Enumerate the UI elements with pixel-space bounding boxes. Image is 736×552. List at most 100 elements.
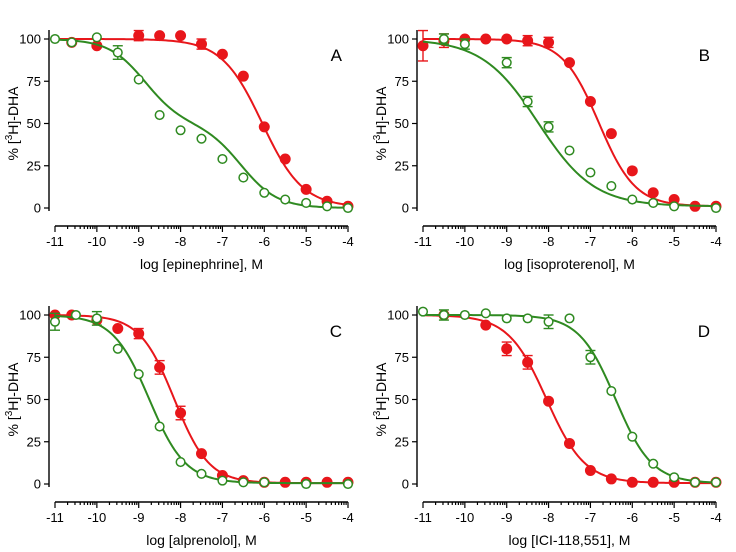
- x-tick-label: -6: [627, 510, 639, 525]
- data-point-green: [196, 133, 207, 144]
- data-point-red: [237, 70, 249, 82]
- data-point-red: [300, 183, 312, 195]
- y-tick-label: 0: [402, 477, 409, 492]
- chart-svg: 0 25 50 75 100 -11 -10 -9 -8 -7 -6 -5 -4 log [epineph…: [4, 29, 354, 272]
- data-point-green: [669, 201, 680, 212]
- x-tick-label: -8: [543, 234, 555, 249]
- y-tick-label: 100: [387, 32, 409, 47]
- y-tick-label: 50: [395, 392, 409, 407]
- y-tick-label: 75: [27, 74, 41, 89]
- data-point-green: [501, 313, 512, 324]
- fit-curve-red: [422, 314, 716, 485]
- data-point-green: [627, 431, 638, 442]
- y-axis-title-post: H]-DHA: [373, 362, 389, 411]
- data-point-green: [627, 194, 638, 205]
- series-green: [422, 33, 722, 214]
- data-point-green: [259, 477, 270, 488]
- data-point-red: [196, 38, 207, 50]
- data-point-red: [564, 57, 575, 69]
- data-point-red: [584, 464, 596, 476]
- series-red: [422, 309, 722, 488]
- x-tick-label: -9: [133, 234, 145, 249]
- data-point-green: [585, 352, 596, 363]
- x-tick-label: -7: [217, 234, 229, 249]
- data-point-red: [279, 153, 291, 165]
- y-tick-label: 50: [27, 116, 41, 131]
- y-tick-label: 100: [19, 32, 41, 47]
- y-tick-label: 100: [387, 308, 409, 323]
- panel-d: 0 25 50 75 100 -11 -10 -9 -8 -7 -6 -5 -4 log [ICI-118…: [368, 276, 736, 552]
- x-tick-label: -5: [300, 234, 312, 249]
- x-tick-label: -4: [342, 510, 354, 525]
- data-point-green: [154, 110, 165, 121]
- data-point-green: [438, 33, 449, 45]
- x-tick-label: -8: [175, 510, 187, 525]
- y-tick-label: 25: [395, 434, 409, 449]
- fit-curve-red: [55, 38, 349, 206]
- data-point-green: [91, 313, 102, 324]
- data-point-green: [280, 194, 291, 205]
- x-tick-label: -6: [259, 510, 271, 525]
- data-point-red: [480, 33, 492, 45]
- y-tick-label: 0: [34, 477, 41, 492]
- data-point-green: [217, 475, 228, 486]
- data-point-green: [49, 33, 61, 45]
- data-point-green: [606, 180, 617, 192]
- x-tick-label: -4: [342, 234, 354, 249]
- y-tick-label: 50: [395, 116, 409, 131]
- panel-c: 0 25 50 75 100 -11 -10 -9 -8 -7 -6 -5 -4 log [alpreno…: [0, 276, 368, 552]
- y-axis-title: % [3H]-DHA: [4, 86, 21, 161]
- data-point-red: [417, 40, 429, 52]
- y-axis-title-sup: 3: [4, 134, 15, 140]
- data-point-green: [49, 316, 61, 327]
- panel-a: 0 25 50 75 100 -11 -10 -9 -8 -7 -6 -5 -4 log [epineph…: [0, 0, 368, 276]
- data-point-green: [501, 57, 512, 68]
- data-point-green: [417, 306, 429, 317]
- data-point-green: [238, 172, 249, 183]
- data-point-red: [154, 30, 166, 42]
- data-point-red: [154, 361, 166, 373]
- y-axis-title-pre: % [: [373, 140, 389, 160]
- fit-curve-green: [422, 40, 717, 208]
- data-point-red: [216, 48, 228, 60]
- y-axis-title-pre: % [: [5, 416, 21, 436]
- series-green: [417, 306, 722, 488]
- y-tick-label: 0: [34, 201, 41, 216]
- series-green: [49, 32, 354, 214]
- data-point-green: [112, 47, 123, 58]
- y-axis-title-pre: % [: [5, 140, 21, 160]
- data-point-red: [501, 343, 513, 355]
- y-tick-label: 50: [27, 392, 41, 407]
- data-point-green: [91, 32, 102, 43]
- data-point-green: [133, 74, 144, 85]
- y-axis-title-sup: 3: [4, 410, 15, 416]
- x-tick-label: -6: [259, 234, 271, 249]
- data-point-red: [564, 437, 575, 449]
- data-point-red: [522, 35, 534, 47]
- data-point-red: [501, 33, 513, 45]
- x-tick-label: -5: [300, 510, 312, 525]
- chart-svg: 0 25 50 75 100 -11 -10 -9 -8 -7 -6 -5 -4 log [isoprot…: [372, 29, 722, 272]
- data-point-green: [648, 197, 659, 208]
- data-point-green: [710, 477, 722, 488]
- x-axis-title: log [isoproterenol], M: [504, 256, 635, 272]
- data-point-green: [238, 477, 249, 488]
- x-tick-label: -7: [217, 510, 229, 525]
- data-point-green: [690, 477, 701, 488]
- y-tick-label: 25: [395, 158, 409, 173]
- data-point-green: [133, 369, 144, 380]
- y-axis-title: % [3H]-DHA: [372, 86, 389, 161]
- x-tick-label: -4: [710, 510, 722, 525]
- data-point-green: [66, 37, 77, 48]
- y-axis-title-sup: 3: [372, 134, 383, 140]
- data-point-green: [112, 343, 123, 354]
- panel-b: 0 25 50 75 100 -11 -10 -9 -8 -7 -6 -5 -4 log [isoprot…: [368, 0, 736, 276]
- x-tick-label: -5: [668, 234, 680, 249]
- data-point-red: [626, 476, 638, 488]
- data-point-green: [342, 478, 354, 490]
- data-point-green: [564, 145, 575, 156]
- y-tick-label: 25: [27, 434, 41, 449]
- data-point-green: [522, 313, 533, 324]
- data-point-green: [438, 309, 449, 321]
- data-point-green: [175, 125, 186, 136]
